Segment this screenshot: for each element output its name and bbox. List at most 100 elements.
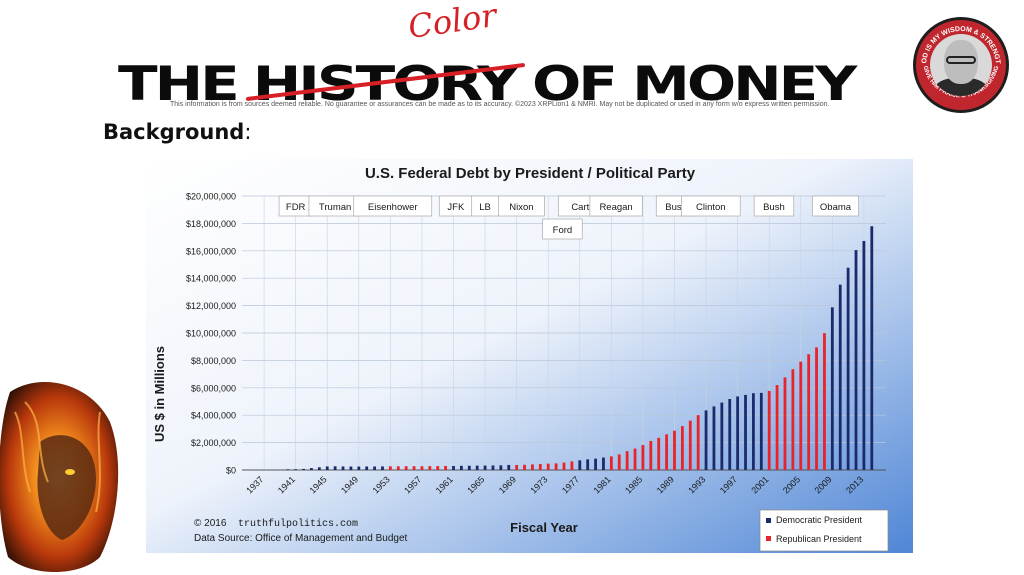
president-label: Carter	[571, 202, 597, 213]
president-label: LB	[479, 202, 491, 213]
bar-2008	[823, 333, 826, 470]
president-label-box	[542, 218, 583, 240]
bar-1963	[467, 465, 471, 470]
bar-2000	[759, 392, 763, 470]
bar-1968	[507, 464, 511, 470]
header: Color THE HISTORY OF MONEY This informat…	[0, 0, 1024, 120]
president-label: Bush	[763, 202, 785, 213]
lion-eye	[65, 469, 75, 475]
bar-1965	[483, 465, 487, 470]
fire-lion-image	[0, 382, 119, 572]
y-axis-label: US $ in Millions	[152, 346, 167, 442]
bar-1948	[349, 466, 353, 470]
bar-1941	[294, 469, 298, 470]
bar-1958	[428, 466, 432, 470]
chart-background	[146, 159, 913, 553]
bar-1983	[625, 451, 629, 470]
bar-1969	[515, 464, 519, 470]
y-tick-label: $6,000,000	[191, 383, 236, 393]
president-label: Bush	[665, 202, 687, 213]
bar-1970	[523, 464, 526, 470]
bar-1954	[396, 466, 400, 470]
bar-1993	[704, 410, 708, 470]
y-tick-label: $16,000,000	[186, 246, 236, 256]
bar-1974	[554, 463, 558, 470]
bar-2014	[870, 226, 874, 470]
legend-label-republican: Republican President	[776, 534, 862, 544]
president-label-box	[353, 195, 433, 217]
x-axis-label: Fiscal Year	[510, 520, 578, 535]
legend-swatch-republican	[766, 536, 771, 541]
president-labels: FDR Truman Eisenhower JFK LB Nixon Ford Carter R…	[278, 195, 859, 240]
bar-2005	[799, 361, 803, 470]
bar-2004	[791, 369, 795, 470]
bar-1953	[388, 466, 392, 470]
bar-1949	[357, 466, 361, 470]
section-heading: Background:	[103, 120, 252, 144]
bar-2013	[862, 240, 866, 470]
portrait-glasses	[946, 56, 976, 64]
portrait-image	[930, 34, 992, 96]
portrait-badge-logo: GOD IS MY WISDOM & STRENGTH GIVE HIM PRA…	[913, 17, 1009, 113]
legend-box	[759, 509, 889, 552]
y-tick-label: $10,000,000	[186, 329, 236, 339]
bar-1942	[302, 468, 305, 470]
bar-1946	[333, 466, 337, 470]
y-tick-label: $14,000,000	[186, 274, 236, 284]
lion-face	[37, 435, 96, 540]
bar-1997	[736, 396, 740, 470]
bar-2003	[783, 377, 787, 470]
president-label-box	[498, 195, 545, 217]
legend-label-democratic: Democratic President	[776, 515, 863, 525]
bar-2011	[846, 267, 850, 470]
president-label: FDR	[286, 202, 306, 213]
president-label-box	[589, 195, 643, 217]
disclaimer-text: This information is from sources deemed …	[170, 101, 830, 108]
bar-1990	[680, 426, 684, 470]
bar-1976	[570, 461, 574, 470]
y-tick-label: $4,000,000	[191, 411, 236, 421]
bar-1950	[365, 466, 369, 470]
title-word-the: THE	[118, 55, 240, 112]
bar-2012	[854, 250, 858, 470]
president-label: JFK	[447, 202, 465, 213]
bar-1952	[381, 466, 384, 470]
bar-1995	[720, 402, 724, 470]
bar-1978	[586, 459, 590, 470]
bar-1966	[491, 465, 495, 470]
bar-1959	[436, 466, 440, 470]
president-label: Clinton	[696, 202, 726, 213]
chart-title: U.S. Federal Debt by President / Politic…	[365, 165, 696, 182]
bar-1989	[673, 430, 676, 470]
president-label: Truman	[319, 202, 351, 213]
bar-1979	[594, 458, 597, 470]
bar-1998	[744, 394, 747, 470]
bar-1975	[562, 462, 566, 470]
chart-legend: Democratic President Republican Presiden…	[759, 509, 889, 552]
bar-1957	[420, 466, 424, 470]
bar-1964	[475, 465, 479, 470]
bar-1985	[641, 445, 645, 470]
bar-1991	[688, 420, 692, 470]
president-label: Ford	[553, 225, 573, 236]
bar-1951	[373, 466, 376, 470]
bar-2007	[815, 347, 818, 470]
bar-1955	[404, 466, 408, 470]
page-title: THE HISTORY OF MONEY	[118, 38, 857, 112]
y-axis-ticks: $0 $2,000,000 $4,000,000 $6,000,000 $8,000,0…	[186, 192, 236, 476]
president-label: Eisenhower	[368, 202, 418, 213]
bar-2001	[767, 390, 771, 470]
title-word-of-money: OF MONEY	[532, 55, 857, 112]
y-tick-label: $0	[226, 466, 236, 476]
bar-1940	[286, 469, 290, 471]
footer-copyright: © 2016	[194, 518, 227, 529]
bar-1987	[657, 437, 661, 470]
bar-1956	[412, 466, 416, 470]
bar-1962	[460, 465, 463, 470]
bar-1999	[752, 393, 755, 470]
bar-1943	[310, 468, 313, 470]
y-tick-label: $2,000,000	[191, 438, 236, 448]
legend-swatch-democratic	[766, 518, 771, 523]
portrait-suit	[934, 78, 988, 96]
bar-2010	[838, 284, 842, 470]
